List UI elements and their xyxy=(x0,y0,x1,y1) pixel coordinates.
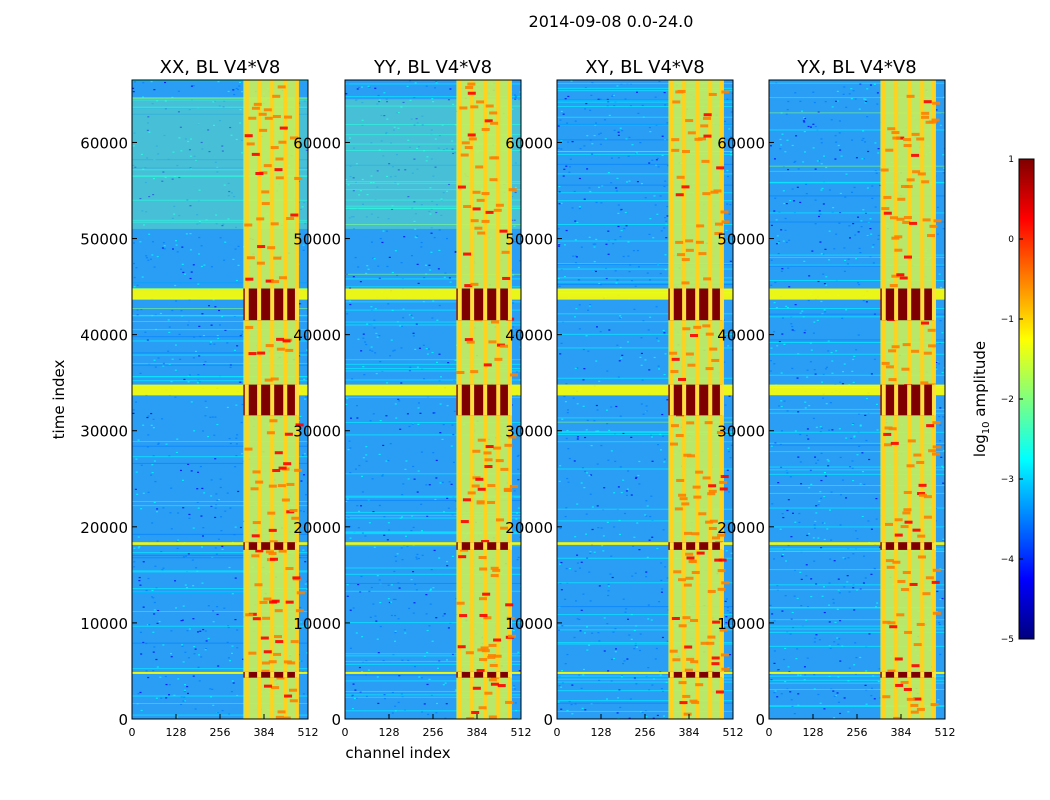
y-tick-label: 10000 xyxy=(505,615,553,633)
rfi-time-band xyxy=(557,288,733,300)
x-tick-label: 0 xyxy=(554,726,561,739)
x-tick-label: 256 xyxy=(847,726,868,739)
x-tick-label: 512 xyxy=(511,726,532,739)
colorbar-label: log10 amplitude xyxy=(971,341,992,457)
x-axis-label: channel index xyxy=(345,744,450,762)
rfi-time-band xyxy=(769,542,945,545)
x-tick-label: 384 xyxy=(679,726,700,739)
y-tick-label: 60000 xyxy=(505,134,553,152)
colorbar-tick-label: 0 xyxy=(1008,235,1014,245)
rfi-time-band xyxy=(132,542,308,545)
x-tick-label: 128 xyxy=(379,726,400,739)
x-tick-label: 0 xyxy=(129,726,136,739)
y-tick-label: 10000 xyxy=(293,615,341,633)
y-tick-label: 0 xyxy=(755,711,765,729)
rfi-time-band xyxy=(557,542,733,545)
y-axis-label: time index xyxy=(50,360,68,440)
y-tick-label: 10000 xyxy=(717,615,765,633)
x-tick-label: 384 xyxy=(891,726,912,739)
rfi-time-band xyxy=(345,671,521,674)
panel-title: YX, BL V4*V8 xyxy=(796,57,916,78)
x-tick-label: 256 xyxy=(210,726,231,739)
y-tick-label: 60000 xyxy=(717,134,765,152)
figure-suptitle: 2014-09-08 0.0-24.0 xyxy=(528,12,694,31)
y-tick-label: 0 xyxy=(543,711,553,729)
y-tick-label: 10000 xyxy=(80,615,128,633)
y-tick-label: 0 xyxy=(118,711,128,729)
x-tick-label: 256 xyxy=(423,726,444,739)
panel-2: XY, BL V4*V8 0 128 256 384 512 0 10000 20000 3000… xyxy=(505,57,743,739)
x-tick-label: 128 xyxy=(591,726,612,739)
panel-3: YX, BL V4*V8 0 128 256 384 512 0 10000 20000 3000… xyxy=(717,57,955,739)
panel-title: XY, BL V4*V8 xyxy=(585,57,704,78)
x-tick-label: 0 xyxy=(342,726,349,739)
colorbar-tick-label: −2 xyxy=(1001,395,1014,405)
y-tick-label: 40000 xyxy=(80,327,128,345)
rfi-time-band xyxy=(769,288,945,300)
y-tick-label: 40000 xyxy=(293,327,341,345)
rfi-time-band xyxy=(345,288,521,300)
y-tick-label: 30000 xyxy=(717,423,765,441)
colorbar: 1 0 −1 −2 −3 −4 −5 log10 amplitude xyxy=(971,155,1035,645)
rfi-time-band xyxy=(769,671,945,674)
x-tick-label: 384 xyxy=(254,726,275,739)
rfi-time-band xyxy=(132,384,308,396)
y-tick-label: 50000 xyxy=(80,231,128,249)
rfi-time-band xyxy=(345,384,521,396)
y-tick-label: 20000 xyxy=(717,519,765,537)
y-tick-label: 0 xyxy=(331,711,341,729)
rfi-time-band xyxy=(769,384,945,396)
y-tick-label: 40000 xyxy=(717,327,765,345)
x-tick-label: 128 xyxy=(166,726,187,739)
rfi-time-band xyxy=(132,671,308,674)
y-tick-label: 50000 xyxy=(505,231,553,249)
y-tick-label: 40000 xyxy=(505,327,553,345)
panel-title: YY, BL V4*V8 xyxy=(373,57,492,78)
x-tick-label: 256 xyxy=(635,726,656,739)
rfi-time-band xyxy=(132,288,308,300)
x-tick-label: 0 xyxy=(766,726,773,739)
rfi-time-band xyxy=(557,671,733,674)
y-tick-label: 60000 xyxy=(80,134,128,152)
y-tick-label: 30000 xyxy=(505,423,553,441)
x-tick-label: 512 xyxy=(298,726,319,739)
y-tick-label: 50000 xyxy=(293,231,341,249)
colorbar-tick-label: −5 xyxy=(1001,635,1014,645)
panel-1: YY, BL V4*V8 0 128 256 384 512 0 10000 20000 3000… xyxy=(293,57,531,762)
y-tick-label: 20000 xyxy=(505,519,553,537)
panel-title: XX, BL V4*V8 xyxy=(160,57,281,78)
y-tick-label: 50000 xyxy=(717,231,765,249)
colorbar-tick-label: −4 xyxy=(1001,555,1015,565)
y-tick-label: 20000 xyxy=(293,519,341,537)
panel-0: XX, BL V4*V8 0 128 256 384 512 0 10000 20000 3000… xyxy=(50,57,319,739)
y-tick-label: 60000 xyxy=(293,134,341,152)
y-tick-label: 30000 xyxy=(293,423,341,441)
x-tick-label: 128 xyxy=(803,726,824,739)
x-tick-label: 512 xyxy=(723,726,744,739)
x-tick-label: 384 xyxy=(467,726,488,739)
rfi-time-band xyxy=(345,542,521,545)
colorbar-tick-label: −3 xyxy=(1001,475,1014,485)
x-tick-label: 512 xyxy=(935,726,956,739)
y-tick-label: 30000 xyxy=(80,423,128,441)
rfi-time-band xyxy=(557,384,733,396)
y-tick-label: 20000 xyxy=(80,519,128,537)
colorbar-tick-label: 1 xyxy=(1008,155,1014,165)
colorbar-tick-label: −1 xyxy=(1001,315,1014,325)
